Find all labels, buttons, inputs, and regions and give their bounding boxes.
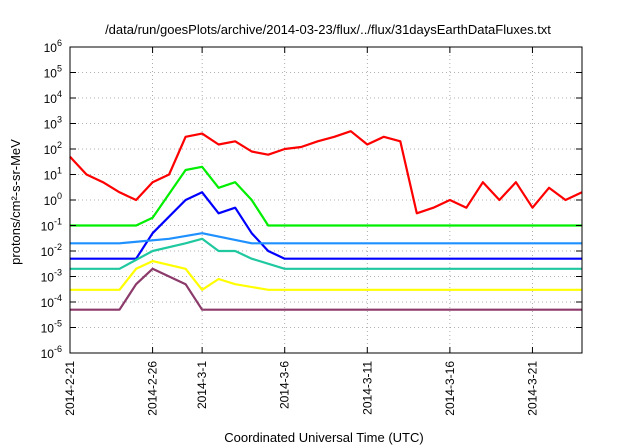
x-tick-label: 2014-3-16 (443, 361, 457, 416)
x-tick-label: 2014-3-1 (195, 361, 209, 409)
y-tick-label: 10-4 (41, 293, 62, 310)
x-tick-label: 2014-3-21 (525, 361, 539, 416)
x-tick-label: 2014-3-11 (360, 361, 374, 415)
y-tick-label: 105 (44, 64, 62, 81)
x-axis-label: Coordinated Universal Time (UTC) (224, 430, 423, 445)
x-tick-label: 2014-3-6 (278, 361, 292, 409)
y-tick-label: 100 (44, 191, 62, 208)
y-tick-label: 10-5 (41, 319, 62, 336)
chart-title: /data/run/goesPlots/archive/2014-03-23/f… (105, 22, 551, 37)
grid (69, 47, 582, 353)
y-tick-label: 10-1 (41, 217, 62, 234)
series-line-4 (70, 232, 582, 245)
y-axis-label: protons/cm²-s-sr-MeV (8, 139, 23, 265)
series-line-1 (69, 130, 583, 215)
y-tick-label: 103 (44, 115, 62, 132)
y-tick-label: 104 (44, 89, 62, 106)
series-line-7 (70, 267, 582, 311)
y-tick-label: 101 (44, 166, 62, 183)
series-line-5 (70, 237, 582, 270)
series-group (69, 130, 583, 311)
series-line-6 (70, 260, 582, 291)
y-tick-label: 10-3 (41, 268, 62, 285)
series-line-2 (70, 165, 582, 227)
y-tick-label: 106 (44, 38, 62, 55)
y-tick-label: 102 (44, 140, 62, 157)
axis-ticks: 10-6 10-5 10-4 10-3 10-2 10-1 100 101 102 103 104 1… (41, 38, 582, 416)
x-tick-label: 2014-2-21 (63, 361, 77, 416)
y-tick-label: 10-2 (41, 242, 62, 259)
x-tick-label: 2014-2-26 (146, 361, 160, 416)
series-line-3 (70, 191, 582, 260)
y-tick-label: 10-6 (41, 344, 62, 361)
